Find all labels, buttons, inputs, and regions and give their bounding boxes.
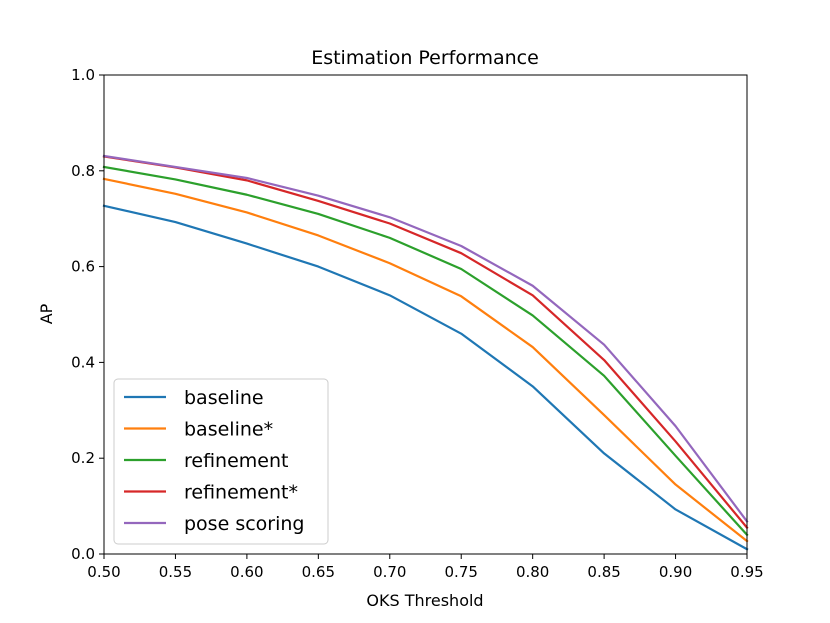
y-tick-label: 1.0	[71, 66, 95, 84]
x-tick-label: 0.95	[730, 563, 763, 581]
legend-label: baseline*	[184, 419, 273, 441]
y-tick-label: 0.0	[71, 545, 95, 563]
y-axis-ticks: 0.0 0.2 0.4 0.6 0.8 1.0	[71, 66, 104, 563]
x-tick-label: 0.50	[87, 563, 120, 581]
series-line-refinement	[102, 165, 749, 537]
x-tick-label: 0.65	[302, 563, 335, 581]
series-lines	[102, 154, 749, 551]
series-line-refinement-star	[102, 155, 749, 530]
series-line-baseline-star	[102, 177, 749, 543]
x-tick-label: 0.90	[659, 563, 692, 581]
plot-area-frame	[103, 74, 748, 555]
legend-box	[113, 378, 329, 545]
legend-label: baseline	[184, 387, 264, 409]
y-tick-label: 0.6	[71, 258, 95, 276]
series-line-pose-scoring	[102, 154, 749, 523]
x-tick-label: 0.70	[373, 563, 406, 581]
y-axis-label: AP	[37, 303, 56, 324]
legend: baseline baseline* refinement refinement* po…	[113, 378, 329, 545]
x-tick-label: 0.80	[516, 563, 549, 581]
y-tick-label: 0.4	[71, 353, 95, 371]
x-tick-label: 0.60	[230, 563, 263, 581]
legend-label: refinement	[184, 450, 288, 472]
y-tick-label: 0.8	[71, 162, 95, 180]
series-line-baseline	[102, 204, 749, 551]
x-tick-label: 0.55	[159, 563, 192, 581]
y-tick-label: 0.2	[71, 449, 95, 467]
legend-label: pose scoring	[184, 513, 304, 535]
chart-title: Estimation Performance	[311, 47, 539, 69]
legend-label: refinement*	[184, 482, 298, 504]
x-axis-ticks: 0.50 0.55 0.60 0.65 0.70 0.75 0.80 0.85 0.90 0.95	[87, 554, 764, 581]
x-axis-label: OKS Threshold	[366, 591, 483, 610]
x-tick-label: 0.85	[587, 563, 620, 581]
x-tick-label: 0.75	[445, 563, 478, 581]
